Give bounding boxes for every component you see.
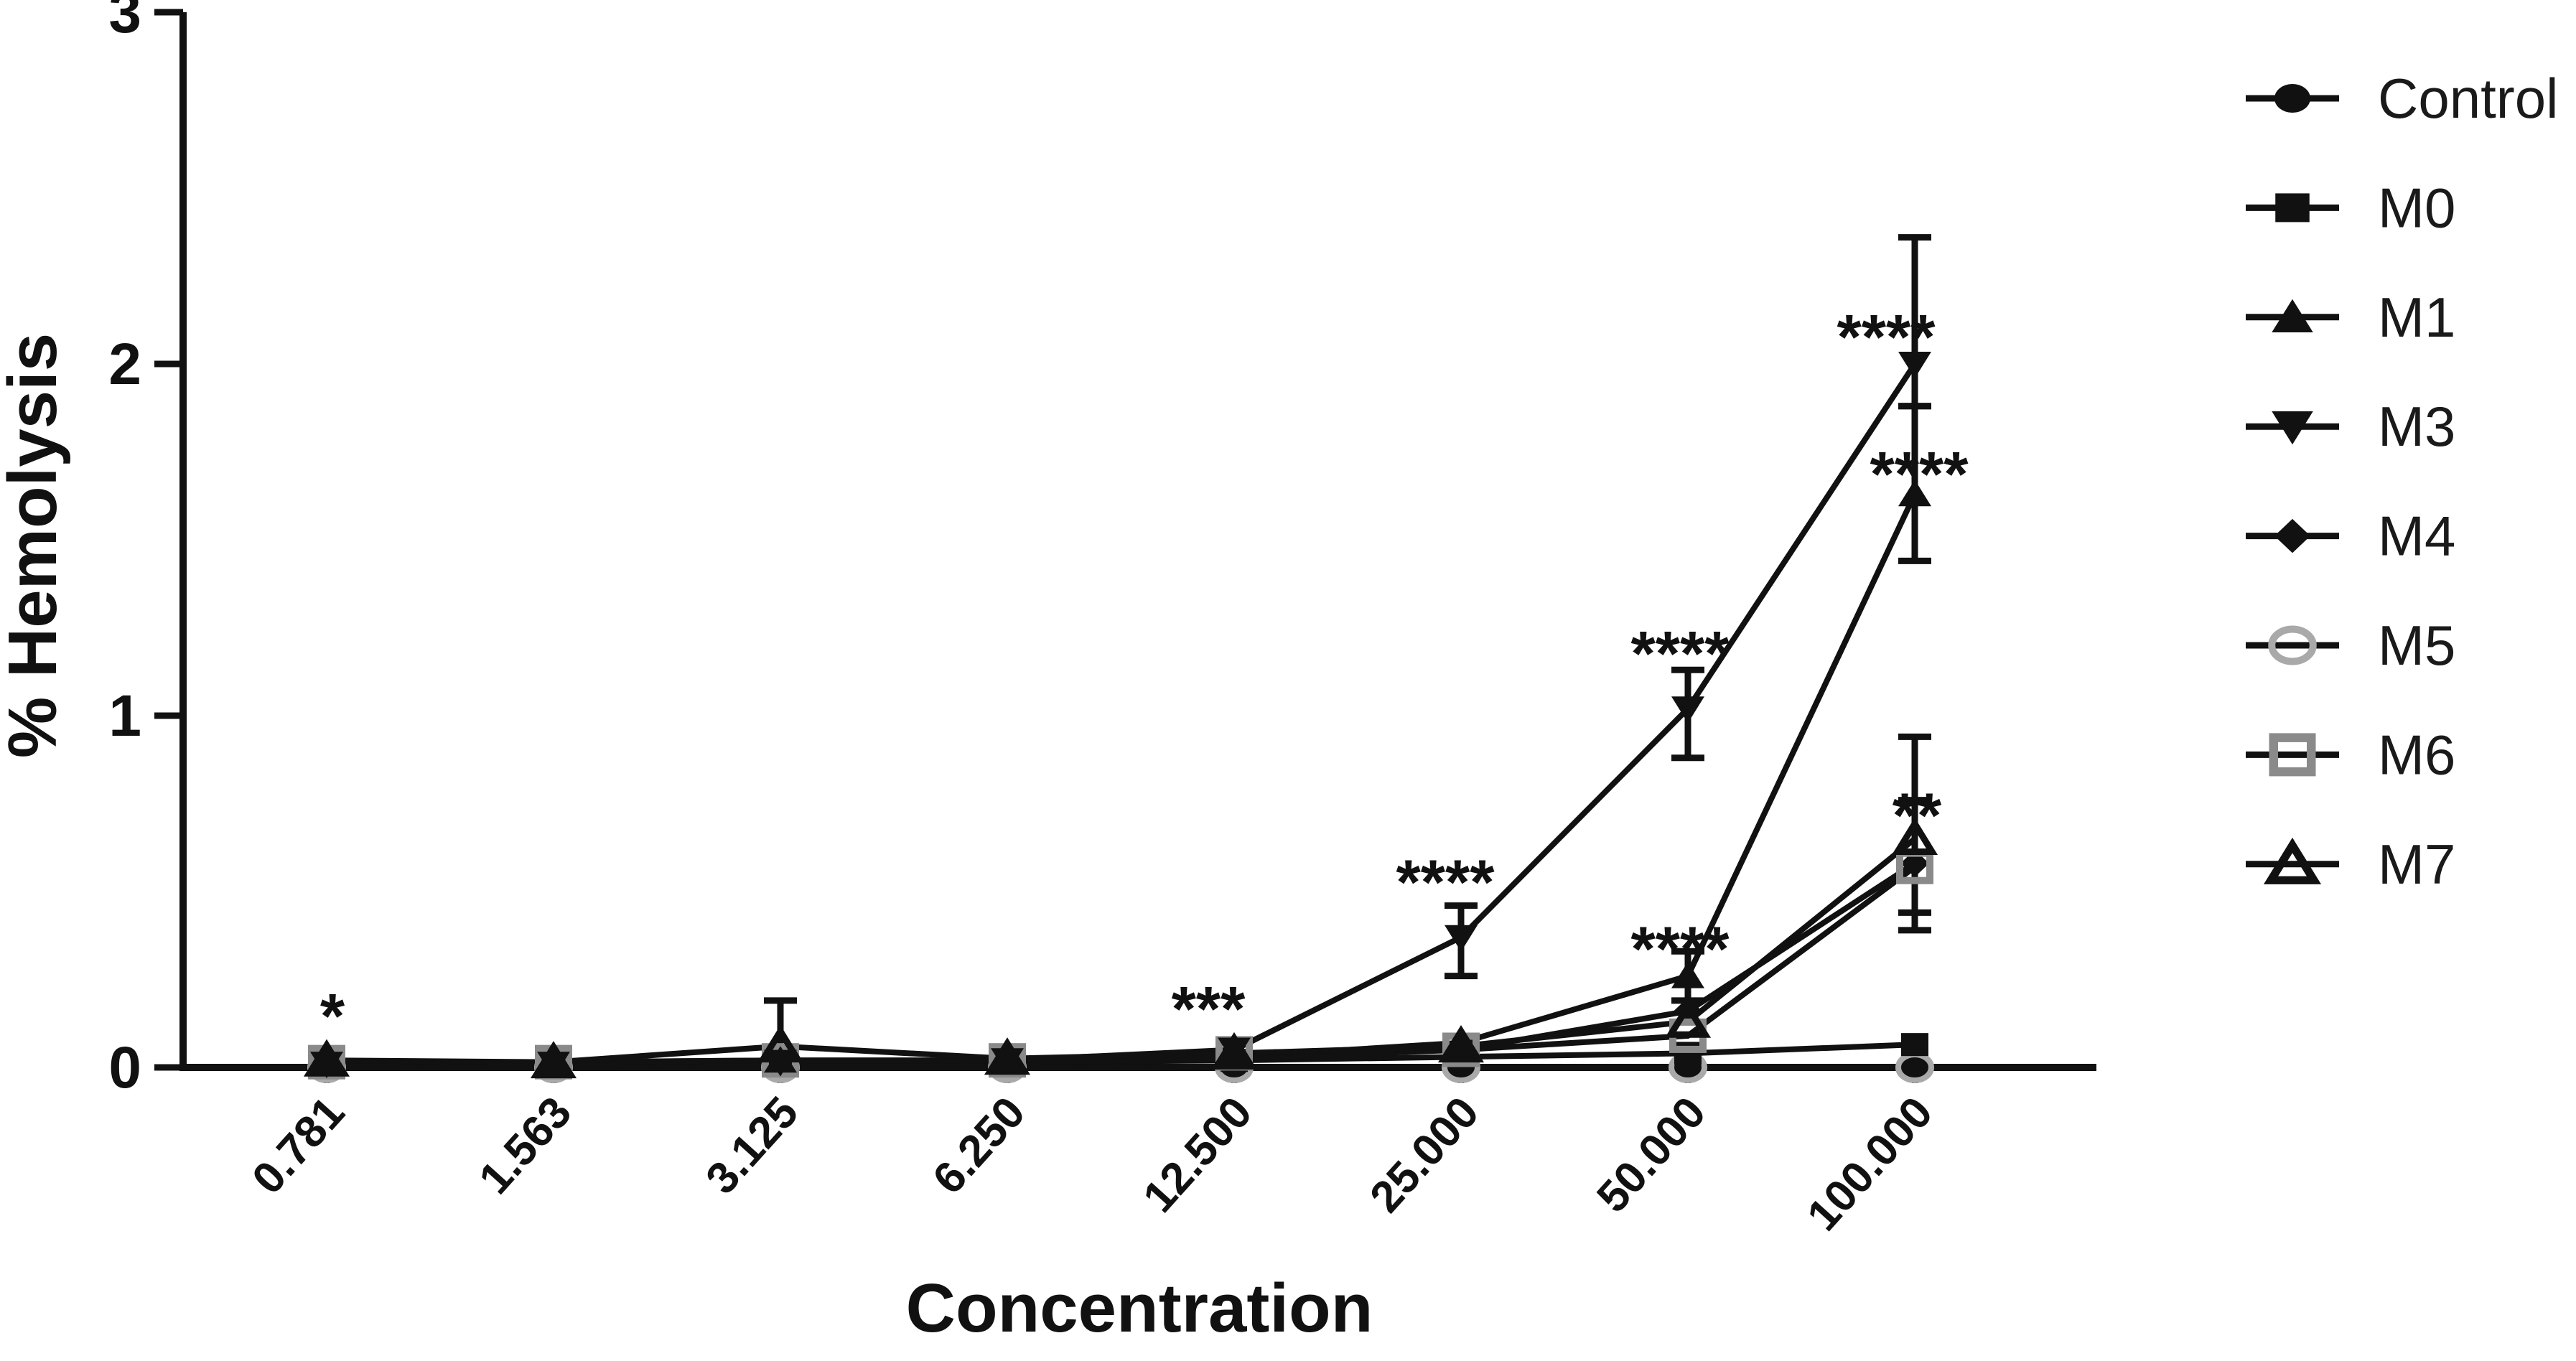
significance-stars: ** bbox=[1893, 780, 1942, 851]
x-tick-label: 6.250 bbox=[923, 1088, 1035, 1203]
legend-label-m7: M7 bbox=[2378, 833, 2455, 896]
legend-marker-m1 bbox=[2272, 299, 2313, 333]
legend-marker-control bbox=[2274, 84, 2310, 113]
y-tick-label: 0 bbox=[108, 1035, 141, 1100]
marker-m3 bbox=[310, 1052, 343, 1079]
marker-control bbox=[1900, 1056, 1929, 1079]
y-tick-label: 3 bbox=[108, 0, 141, 45]
legend-item-control: Control bbox=[2246, 67, 2558, 130]
marker-m3 bbox=[1898, 352, 1931, 378]
legend-marker-m5 bbox=[2268, 625, 2317, 665]
significance-stars: **** bbox=[1837, 301, 1936, 373]
axes bbox=[179, 12, 2096, 1071]
legend-item-m6: M6 bbox=[2246, 723, 2455, 786]
x-tick-label: 3.125 bbox=[696, 1088, 808, 1203]
legend-label-m3: M3 bbox=[2378, 395, 2455, 458]
significance-stars: * bbox=[320, 980, 345, 1051]
legend-item-m7: M7 bbox=[2246, 833, 2455, 896]
marker-m3 bbox=[991, 1048, 1024, 1075]
x-tick-label: 100.000 bbox=[1798, 1088, 1942, 1240]
marker-m7 bbox=[1664, 1000, 1712, 1038]
marker-m1 bbox=[1445, 1028, 1478, 1055]
marker-m1 bbox=[1671, 961, 1704, 988]
series-line-m7 bbox=[326, 836, 1917, 1065]
y-tick-label: 2 bbox=[108, 332, 141, 397]
legend-item-m5: M5 bbox=[2246, 614, 2455, 677]
x-tick-label: 1.563 bbox=[470, 1088, 581, 1203]
marker-m3 bbox=[1218, 1037, 1251, 1065]
significance-stars: **** bbox=[1396, 846, 1495, 917]
legend-marker-m7 bbox=[2263, 837, 2322, 884]
marker-m0 bbox=[1901, 1033, 1928, 1057]
x-tick-label: 25.000 bbox=[1361, 1088, 1488, 1222]
significance-stars: **** bbox=[1631, 913, 1730, 984]
x-tick-label: 12.500 bbox=[1134, 1088, 1261, 1222]
legend-item-m4: M4 bbox=[2246, 505, 2455, 568]
legend-marker-m3 bbox=[2272, 411, 2313, 445]
significance-stars: **** bbox=[1631, 618, 1730, 689]
x-tick-label: 0.781 bbox=[243, 1088, 354, 1203]
legend-marker-m0 bbox=[2275, 193, 2310, 223]
legend-label-m6: M6 bbox=[2378, 723, 2455, 786]
significance-stars: **** bbox=[1870, 439, 1969, 510]
legend-label-control: Control bbox=[2378, 67, 2558, 130]
legend-label-m5: M5 bbox=[2378, 614, 2455, 677]
marker-m1 bbox=[1898, 480, 1931, 507]
legend-item-m1: M1 bbox=[2246, 286, 2455, 349]
x-axis-title: Concentration bbox=[906, 1270, 1373, 1347]
legend-marker-m4 bbox=[2274, 518, 2310, 553]
marker-m7 bbox=[1891, 817, 1938, 855]
legend-label-m4: M4 bbox=[2378, 505, 2455, 568]
legend-item-m0: M0 bbox=[2246, 176, 2455, 239]
marker-m0 bbox=[1674, 1042, 1702, 1065]
legend-item-m3: M3 bbox=[2246, 395, 2455, 458]
marker-m3 bbox=[764, 1049, 797, 1077]
significance-stars: *** bbox=[1172, 973, 1246, 1044]
marker-m3 bbox=[1445, 925, 1478, 952]
marker-m3 bbox=[1671, 696, 1704, 724]
y-tick-label: 1 bbox=[108, 683, 141, 749]
legend-label-m1: M1 bbox=[2378, 286, 2455, 349]
legend-marker-m6 bbox=[2269, 733, 2316, 777]
marker-m3 bbox=[537, 1052, 570, 1079]
legend-label-m0: M0 bbox=[2378, 176, 2455, 239]
y-axis-title: % Hemolysis bbox=[0, 333, 71, 758]
x-tick-label: 50.000 bbox=[1587, 1088, 1715, 1222]
